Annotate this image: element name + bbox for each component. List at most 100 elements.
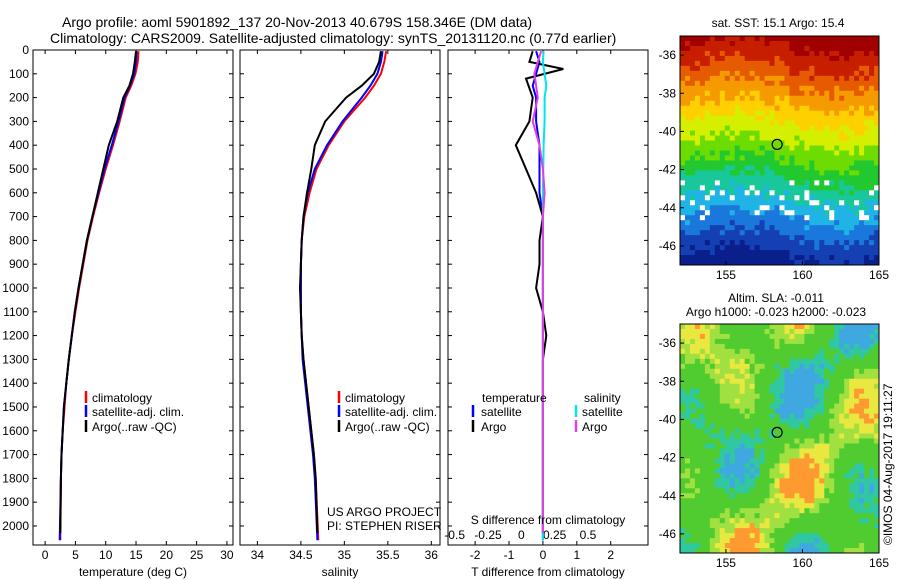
map-cell [844, 428, 850, 434]
map-cell [729, 503, 736, 509]
map-cell [839, 348, 845, 355]
map-cell [764, 245, 770, 251]
map-cell [819, 255, 825, 261]
map-cell [784, 328, 790, 335]
map-cell [854, 100, 860, 107]
map-cell [694, 348, 701, 355]
map-cell [784, 95, 790, 102]
map-cell [804, 65, 810, 72]
map-cell [739, 50, 746, 57]
map-cell [749, 348, 756, 355]
map-cell [734, 403, 741, 410]
map-cell [804, 523, 810, 529]
map-cell [680, 383, 686, 390]
map-cell [779, 488, 785, 494]
map-cell [834, 398, 840, 405]
map-cell [794, 100, 800, 107]
map-cell [714, 100, 721, 107]
map-cell [839, 548, 845, 554]
map-cell [784, 150, 790, 156]
map-cell [824, 543, 830, 549]
map-cell [769, 528, 775, 534]
map-cell [804, 185, 810, 191]
map-cell [709, 160, 716, 166]
map-cell [814, 260, 820, 266]
map-cell [829, 260, 835, 266]
map-cell [704, 383, 711, 390]
map-cell [839, 423, 845, 429]
map-cell [759, 478, 765, 484]
map-cell [704, 85, 711, 92]
map-cell [704, 165, 711, 171]
map-cell [739, 433, 746, 439]
map-cell [724, 338, 731, 345]
map-cell [684, 125, 691, 131]
map-cell [864, 408, 870, 415]
map-cell [854, 528, 860, 534]
map-cell [824, 518, 830, 524]
map-cell [799, 220, 805, 226]
map-cell [699, 55, 706, 62]
map-cell [859, 200, 865, 206]
map-cell [804, 433, 810, 439]
map-cell [779, 65, 785, 72]
map-cell [754, 40, 761, 47]
map-cell [874, 215, 880, 221]
map-cell [819, 75, 825, 82]
map-cell [714, 85, 721, 92]
map-cell [834, 358, 840, 365]
map-cell [754, 463, 761, 469]
map-cell [729, 413, 736, 419]
map-cell [794, 328, 800, 335]
map-cell [854, 393, 860, 400]
map-cell [769, 215, 775, 221]
map-cell [779, 463, 785, 469]
map-cell [854, 328, 860, 335]
map-cell [869, 523, 875, 529]
map-cell [699, 508, 706, 514]
map-cell [749, 338, 756, 345]
map-cell [839, 533, 845, 539]
map-cell [719, 328, 726, 335]
map-cell [699, 220, 706, 226]
map-cell [759, 498, 765, 504]
map-cell [699, 60, 706, 67]
map-cell [699, 378, 706, 385]
map-cell [680, 220, 686, 226]
map-cell [779, 55, 785, 62]
map-cell [729, 50, 736, 57]
map-cell [869, 463, 875, 469]
map-cell [734, 225, 741, 231]
map-cell [734, 373, 741, 380]
map-cell [764, 85, 770, 92]
map-cell [839, 220, 845, 226]
map-cell [824, 190, 830, 196]
map-cell [724, 155, 731, 161]
map-cell [709, 85, 716, 92]
map-cell [794, 240, 800, 246]
map-cell [704, 215, 711, 221]
map-cell [699, 110, 706, 117]
map-cell [714, 165, 721, 171]
map-cell [849, 403, 855, 410]
map-cell [704, 75, 711, 82]
map-cell [704, 498, 711, 504]
map-cell [844, 45, 850, 52]
map-cell [769, 413, 775, 419]
map-cell [724, 110, 731, 117]
map-cell [729, 423, 736, 429]
map-cell [864, 483, 870, 489]
map-cell [699, 373, 706, 380]
map-cell [834, 543, 840, 549]
map-cell [699, 75, 706, 82]
map-cell [729, 383, 736, 390]
map-cell [714, 70, 721, 77]
map-cell [819, 324, 825, 330]
map-cell [754, 428, 761, 434]
map-cell [804, 200, 810, 206]
map-cell [844, 160, 850, 166]
map-cell [784, 225, 790, 231]
map-cell [819, 548, 825, 554]
map-cell [699, 393, 706, 400]
map-cell [789, 190, 795, 196]
